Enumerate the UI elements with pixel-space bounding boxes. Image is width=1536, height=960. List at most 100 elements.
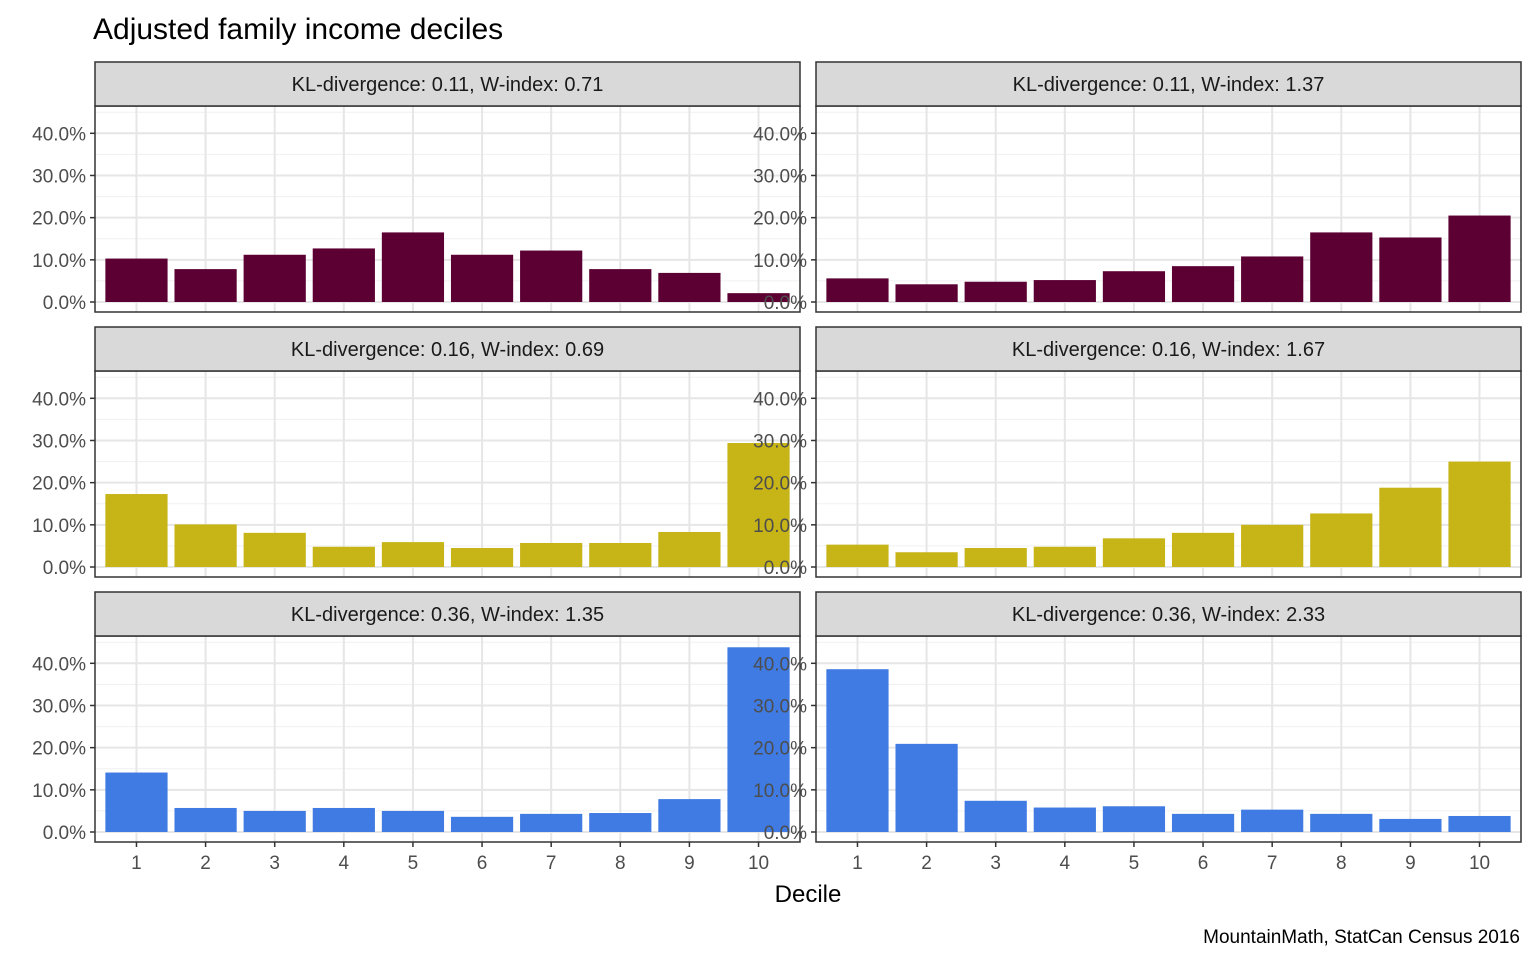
x-tick-label: 2 [200,853,211,874]
bar-decile-3 [964,281,1027,302]
y-tick-label: 10.0% [753,516,807,537]
facet-strip-label: KL-divergence: 0.16, W-index: 1.67 [1012,339,1325,361]
facet-strip [815,591,1522,637]
y-tick-label: 30.0% [753,696,807,717]
bar-decile-8 [589,542,652,567]
x-tick-label: 6 [1198,853,1209,874]
y-tick-label: 0.0% [43,823,86,844]
y-tick-label: 30.0% [32,431,86,452]
bar-decile-6 [450,548,514,567]
bar-decile-7 [1241,256,1304,302]
y-tick-label: 40.0% [32,124,86,145]
bar-decile-4 [1033,280,1096,302]
bar-decile-8 [589,813,652,832]
y-tick-label: 0.0% [764,293,807,314]
y-tick-label: 30.0% [753,431,807,452]
x-tick-label: 10 [1469,853,1490,874]
bar-decile-2 [895,284,958,302]
bar-decile-9 [1379,237,1442,302]
facet-strip-label: KL-divergence: 0.16, W-index: 0.69 [291,339,604,361]
bar-decile-8 [1310,513,1373,567]
bar-decile-4 [1033,807,1096,832]
bar-decile-4 [312,546,375,567]
x-tick-label: 10 [748,853,769,874]
y-tick-label: 40.0% [753,124,807,145]
bar-decile-10 [1448,815,1511,832]
facet-strip [94,591,801,637]
y-tick-label: 10.0% [32,781,86,802]
y-tick-label: 40.0% [32,389,86,410]
y-tick-label: 10.0% [32,516,86,537]
bar-decile-10 [727,293,790,302]
bar-decile-2 [895,552,958,567]
y-tick-label: 0.0% [43,558,86,579]
bar-decile-8 [1310,232,1373,302]
x-tick-label: 1 [852,853,863,874]
y-tick-label: 20.0% [32,739,86,760]
bar-decile-7 [520,250,583,302]
x-tick-label: 2 [921,853,932,874]
chart-title: Adjusted family income deciles [93,13,503,46]
bar-decile-2 [174,524,237,567]
bar-decile-6 [1171,266,1235,302]
caption: MountainMath, StatCan Census 2016 [1203,927,1520,948]
x-tick-label: 5 [408,853,419,874]
x-tick-label: 8 [615,853,626,874]
y-tick-label: 20.0% [753,209,807,230]
y-tick-label: 0.0% [764,823,807,844]
bar-decile-5 [381,542,445,567]
bar-decile-5 [1102,271,1166,302]
y-tick-label: 30.0% [32,166,86,187]
facet-strip [94,61,801,107]
facet-strip-label: KL-divergence: 0.11, W-index: 1.37 [1013,74,1325,96]
x-tick-label: 3 [269,853,280,874]
bar-decile-7 [520,813,583,832]
bar-decile-8 [1310,813,1373,832]
bar-decile-2 [174,807,237,832]
bar-decile-10 [727,647,790,832]
y-tick-label: 40.0% [32,654,86,675]
bar-decile-1 [105,494,168,567]
bar-decile-1 [105,772,168,832]
x-tick-label: 7 [546,853,557,874]
bar-decile-7 [1241,809,1304,832]
x-tick-label: 9 [684,853,695,874]
bar-decile-3 [964,548,1027,567]
y-tick-label: 0.0% [764,558,807,579]
x-tick-label: 5 [1129,853,1140,874]
bar-decile-7 [520,542,583,567]
bar-decile-5 [1102,806,1166,832]
facet-panel: KL-divergence: 0.36, W-index: 2.33 0.0% 10… [753,591,1522,844]
bar-decile-3 [243,254,306,302]
bar-decile-6 [450,254,514,302]
y-tick-label: 30.0% [753,166,807,187]
facet-panel: KL-divergence: 0.11, W-index: 1.37 0.0% 10… [753,61,1522,314]
bar-decile-1 [826,669,889,832]
bar-decile-1 [826,544,889,567]
bar-decile-2 [174,269,237,302]
facet-panel: KL-divergence: 0.36, W-index: 1.35 0.0% 10… [32,591,801,844]
bar-decile-1 [105,258,168,302]
facet-panels: KL-divergence: 0.11, W-index: 0.71 0.0% 10… [32,61,1522,844]
bar-decile-5 [381,232,445,302]
facet-strip [815,326,1522,372]
bar-decile-3 [243,810,306,832]
x-tick-label: 7 [1267,853,1278,874]
facet-strip-label: KL-divergence: 0.11, W-index: 0.71 [292,74,604,96]
y-tick-label: 10.0% [753,781,807,802]
bar-decile-9 [1379,818,1442,832]
bar-decile-4 [312,807,375,832]
bar-decile-10 [1448,461,1511,567]
y-tick-label: 20.0% [753,739,807,760]
bar-decile-10 [727,443,790,567]
y-tick-label: 20.0% [753,474,807,495]
x-axis-title: Decile [775,881,842,908]
facet-panel: KL-divergence: 0.16, W-index: 1.67 0.0% 10… [753,326,1522,579]
x-tick-label: 3 [990,853,1001,874]
x-tick-label: 1 [131,853,142,874]
y-tick-label: 0.0% [43,293,86,314]
bar-decile-6 [1171,813,1235,832]
y-tick-label: 40.0% [753,654,807,675]
bar-decile-3 [243,532,306,567]
y-tick-label: 30.0% [32,696,86,717]
